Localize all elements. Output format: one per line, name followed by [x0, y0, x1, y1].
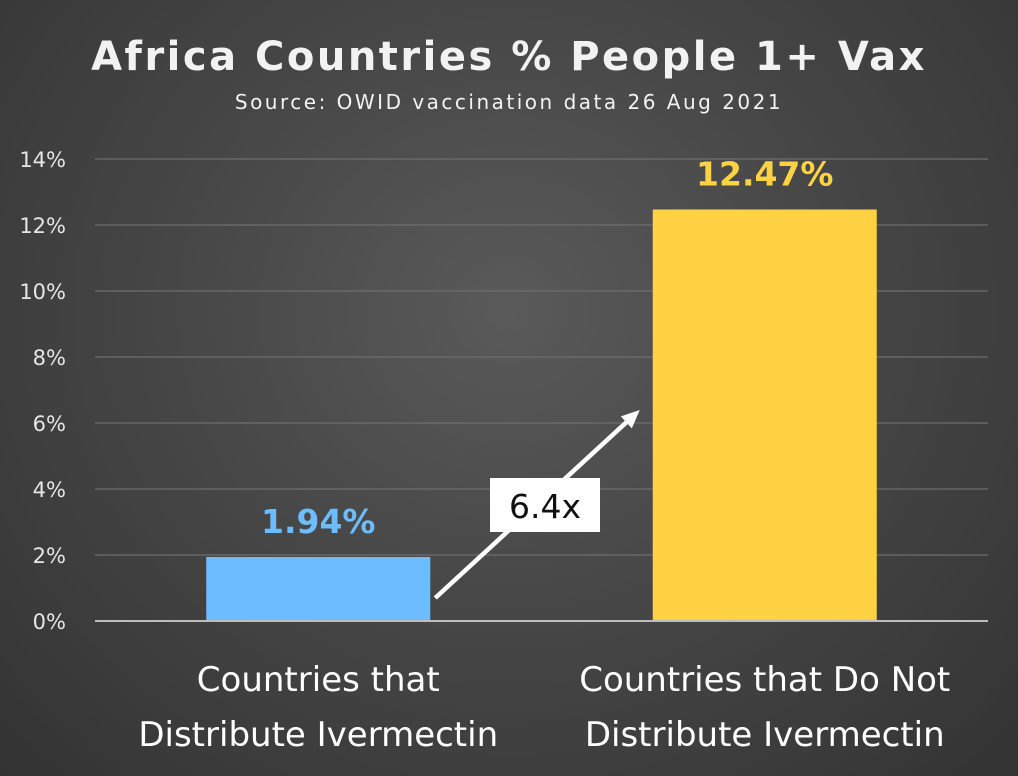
data-label: 1.94%	[261, 502, 376, 541]
y-tick-label: 4%	[33, 478, 66, 502]
data-label: 12.47%	[696, 154, 833, 193]
gridlines	[95, 158, 988, 556]
y-tick-label: 14%	[19, 148, 66, 172]
x-tick-label: Countries that	[197, 660, 440, 700]
y-tick-label: 0%	[33, 610, 66, 634]
x-tick-label: Distribute Ivermectin	[585, 715, 945, 755]
y-tick-label: 6%	[33, 412, 66, 436]
arrow-head	[620, 410, 640, 429]
bar	[652, 209, 877, 622]
y-tick-label: 10%	[19, 280, 66, 304]
y-axis: 0% 2% 4% 6% 8% 10% 12% 14%	[19, 148, 66, 634]
x-tick-label: Distribute Ivermectin	[138, 715, 498, 755]
y-tick-label: 8%	[33, 346, 66, 370]
bar	[206, 556, 431, 621]
y-tick-label: 2%	[33, 544, 66, 568]
annotation-label: 6.4x	[509, 487, 581, 526]
annotation-box	[490, 478, 600, 532]
y-tick-label: 12%	[19, 214, 66, 238]
bars	[206, 209, 877, 622]
chart-subtitle: Source: OWID vaccination data 26 Aug 202…	[235, 90, 783, 114]
ratio-annotation: 6.4x	[433, 410, 640, 600]
chart-title: Africa Countries % People 1+ Vax	[91, 34, 927, 80]
x-tick-label: Countries that Do Not	[579, 660, 950, 700]
data-labels: 1.94% 12.47%	[261, 154, 833, 540]
x-axis: Countries that Distribute Ivermectin Count…	[95, 620, 988, 755]
